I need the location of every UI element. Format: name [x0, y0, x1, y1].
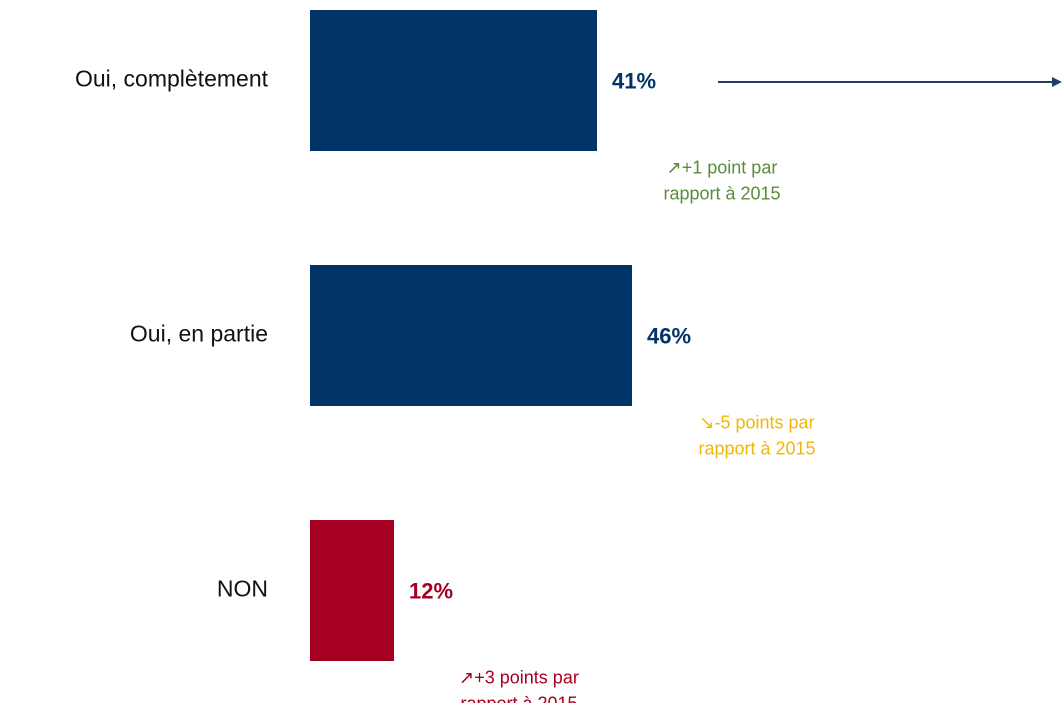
annotation: rapport à 2015 — [698, 438, 815, 458]
bar — [310, 520, 394, 661]
annotation: ↗+1 point par — [667, 157, 778, 177]
annotation: rapport à 2015 — [663, 183, 780, 203]
annotation: ↗+3 points par — [459, 667, 579, 687]
category-label: NON — [217, 576, 268, 602]
bar — [310, 10, 597, 151]
value-label: 41% — [612, 68, 656, 93]
value-label: 46% — [647, 323, 691, 348]
annotation: ↘-5 points par — [699, 412, 814, 432]
annotation: rapport à 2015 — [460, 693, 577, 703]
category-label: Oui, complètement — [75, 66, 269, 92]
category-label: Oui, en partie — [130, 321, 268, 347]
bar — [310, 265, 632, 406]
value-label: 12% — [409, 578, 453, 603]
